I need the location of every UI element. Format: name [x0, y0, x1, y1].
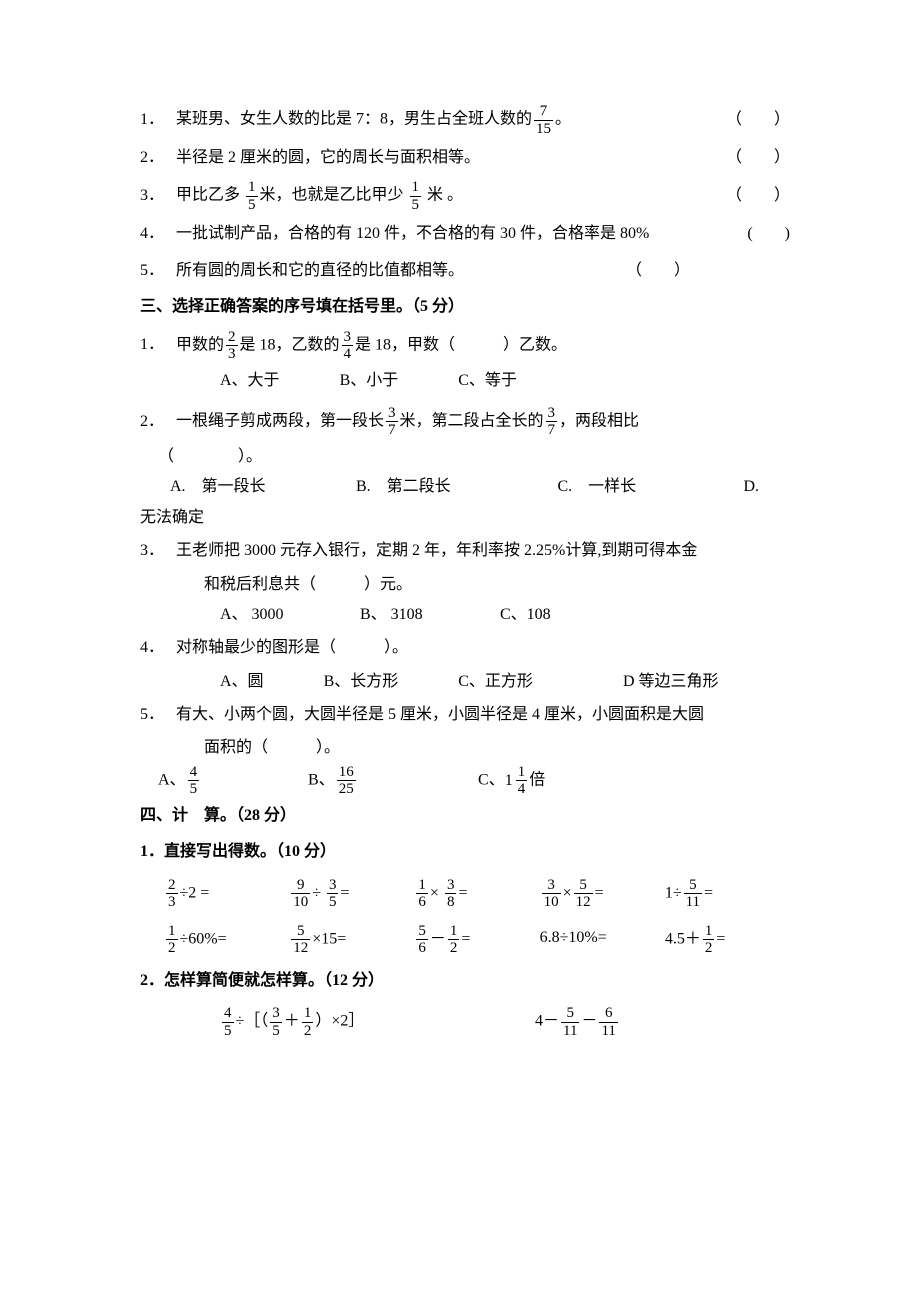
opt-b[interactable]: B、长方形	[324, 667, 399, 697]
mc-q2-opts: A. 第一段长 B. 第二段长 C. 一样长 D.	[140, 472, 790, 502]
answer-blank[interactable]: （ ）	[726, 105, 790, 135]
calc1-row1: 23÷2 = 910÷ 35= 16× 38= 310×512= 1÷511=	[140, 871, 790, 917]
mc-q5-opts: A、45 B、1625 C、114倍	[140, 764, 790, 798]
fraction: 15	[410, 179, 422, 213]
calc2-row: 45÷［（35＋12）×2］ 4－511－611	[140, 999, 790, 1045]
fraction: 34	[342, 329, 354, 363]
mc-q1-opts: A、大于 B、小于 C、等于	[140, 366, 790, 396]
opt-a[interactable]: A、 3000	[220, 600, 360, 630]
tf-q5: 5． 所有圆的周长和它的直径的比值都相等。 （ ）	[140, 253, 790, 289]
opt-c[interactable]: C、108	[500, 600, 551, 630]
calc-item: 12÷60%=	[164, 923, 289, 957]
fraction: 1625	[337, 764, 356, 798]
opt-c[interactable]: C. 一样长	[558, 472, 744, 502]
q-num: 1．	[140, 330, 176, 360]
calc-item: 512×15=	[289, 923, 414, 957]
opt-c[interactable]: C、114倍	[478, 764, 545, 798]
q-text: 所有圆的周长和它的直径的比值都相等。	[176, 256, 626, 286]
q-num: 2．	[140, 407, 176, 437]
opt-b[interactable]: B、小于	[340, 366, 399, 396]
opt-c[interactable]: C、等于	[458, 366, 517, 396]
calc-item: 56－12=	[414, 923, 539, 957]
calc1-row2: 12÷60%= 512×15= 56－12= 6.8÷10%= 4.5＋12=	[140, 917, 790, 963]
answer-blank[interactable]: （ ）	[626, 256, 690, 286]
answer-blank[interactable]: （ ）	[726, 143, 790, 173]
mc-q5-line2: 面积的（ ）。	[140, 733, 790, 763]
q-text: 一根绳子剪成两段，第一段长37米，第二段占全长的37，两段相比	[176, 405, 790, 439]
mc-q2-blank: （ ）。	[140, 442, 790, 472]
q-text: 一批试制产品，合格的有 120 件，不合格的有 30 件，合格率是 80%	[176, 219, 747, 249]
q-text: 甲比乙多 15米，也就是乙比甲少 15 米 。	[176, 179, 726, 213]
opt-d[interactable]: D 等边三角形	[623, 667, 719, 697]
fraction: 23	[226, 329, 238, 363]
mc-q3-opts: A、 3000 B、 3108 C、108	[140, 600, 790, 630]
calc1-title: 1．直接写出得数。（10 分）	[140, 834, 790, 870]
q-text: 对称轴最少的图形是（ ）。	[176, 633, 790, 663]
fraction: 715	[534, 103, 553, 137]
calc2-title: 2．怎样算简便就怎样算。（12 分）	[140, 963, 790, 999]
calc2-left: 45÷［（35＋12）×2］	[220, 1005, 475, 1039]
calc-item: 6.8÷10%=	[540, 923, 665, 957]
mc-q5: 5． 有大、小两个圆，大圆半径是 5 厘米，小圆半径是 4 厘米，小圆面积是大圆	[140, 697, 790, 733]
mc-q3: 3． 王老师把 3000 元存入银行，定期 2 年，年利率按 2.25%计算,到…	[140, 533, 790, 569]
mc-q4: 4． 对称轴最少的图形是（ ）。	[140, 630, 790, 666]
opt-a[interactable]: A、45	[158, 764, 308, 798]
tf-q3: 3． 甲比乙多 15米，也就是乙比甲少 15 米 。 （ ）	[140, 176, 790, 216]
mc-q4-opts: A、圆 B、长方形 C、正方形 D 等边三角形	[140, 667, 790, 697]
calc-item: 910÷ 35=	[289, 877, 414, 911]
q-text: 半径是 2 厘米的圆，它的周长与面积相等。	[176, 143, 726, 173]
mc-q3-line2: 和税后利息共（ ）元。	[140, 570, 790, 600]
mc-q2: 2． 一根绳子剪成两段，第一段长37米，第二段占全长的37，两段相比	[140, 402, 790, 442]
q-num: 3．	[140, 181, 176, 211]
opt-b[interactable]: B、 3108	[360, 600, 500, 630]
opt-a[interactable]: A、大于	[220, 366, 280, 396]
opt-b[interactable]: B、1625	[308, 764, 478, 798]
calc-item: 310×512=	[540, 877, 665, 911]
opt-d[interactable]: D.	[744, 472, 791, 502]
fraction: 37	[546, 405, 558, 439]
answer-blank[interactable]: ( )	[747, 219, 790, 249]
q-num: 3．	[140, 536, 176, 566]
section3-title: 三、选择正确答案的序号填在括号里。（5 分）	[140, 289, 790, 325]
q-num: 4．	[140, 633, 176, 663]
calc-item: 1÷511=	[665, 877, 790, 911]
q-num: 2．	[140, 143, 176, 173]
q-num: 1．	[140, 105, 176, 135]
calc2-right: 4－511－611	[475, 1005, 790, 1039]
calc-item: 4.5＋12=	[665, 923, 790, 957]
calc-item: 16× 38=	[414, 877, 539, 911]
q-text: 某班男、女生人数的比是 7：8，男生占全班人数的715。	[176, 103, 726, 137]
answer-blank[interactable]: （ ）	[726, 181, 790, 211]
q-text: 王老师把 3000 元存入银行，定期 2 年，年利率按 2.25%计算,到期可得…	[176, 536, 790, 566]
mc-q1: 1． 甲数的23是 18，乙数的34是 18，甲数（ ）乙数。	[140, 326, 790, 366]
tf-q1: 1． 某班男、女生人数的比是 7：8，男生占全班人数的715。 （ ）	[140, 100, 790, 140]
opt-b[interactable]: B. 第二段长	[356, 472, 558, 502]
q-num: 5．	[140, 256, 176, 286]
calc-item: 23÷2 =	[164, 877, 289, 911]
q-text: 有大、小两个圆，大圆半径是 5 厘米，小圆半径是 4 厘米，小圆面积是大圆	[176, 700, 790, 730]
fraction: 37	[386, 405, 398, 439]
mc-q2-tail: 无法确定	[140, 503, 790, 533]
opt-c[interactable]: C、正方形	[458, 667, 533, 697]
q-text: 甲数的23是 18，乙数的34是 18，甲数（ ）乙数。	[176, 329, 790, 363]
fraction: 15	[246, 179, 258, 213]
fraction: 45	[188, 764, 200, 798]
q-num: 4．	[140, 219, 176, 249]
section4-title: 四、计 算。（28 分）	[140, 798, 790, 834]
mixed-fraction: 114	[505, 764, 530, 798]
tf-q4: 4． 一批试制产品，合格的有 120 件，不合格的有 30 件，合格率是 80%…	[140, 216, 790, 252]
q-num: 5．	[140, 700, 176, 730]
opt-a[interactable]: A、圆	[220, 667, 264, 697]
tf-q2: 2． 半径是 2 厘米的圆，它的周长与面积相等。 （ ）	[140, 140, 790, 176]
opt-a[interactable]: A. 第一段长	[170, 472, 356, 502]
